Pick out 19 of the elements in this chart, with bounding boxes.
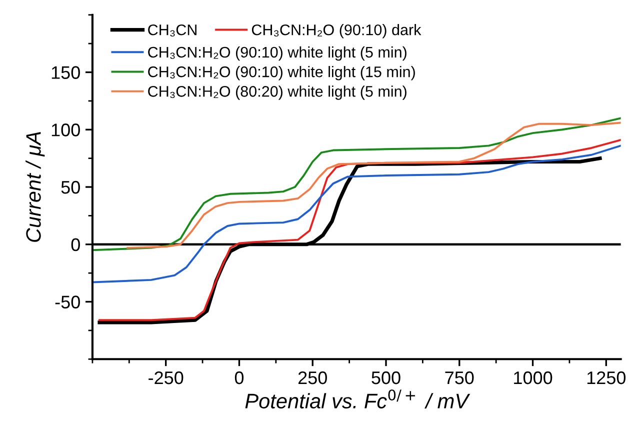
x-tick-label: 750	[445, 371, 474, 384]
legend-label: CH₃CN:H₂O (90:10) white light (5 min)	[148, 46, 406, 61]
y-tick-label: 150	[52, 66, 80, 79]
legend-label: CH₃CN:H₂O (80:20) white light (5 min)	[148, 86, 406, 100]
x-tick-label: 1250	[587, 371, 626, 384]
legend-label: CH₃CN	[148, 24, 196, 36]
x-axis-title: Potential vs. Fc$^{0/+}$ / mV	[245, 389, 470, 408]
y-tick-label: 100	[52, 124, 80, 136]
y-axis-title: Current / μA	[26, 132, 45, 242]
y-tick-label: 50	[61, 180, 80, 194]
x-tick-label: -250	[148, 371, 184, 384]
x-tick-label: 1000	[514, 371, 552, 384]
legend-label: CH₃CN:H₂O (90:10) dark	[252, 24, 422, 38]
y-tick-label: 0	[71, 238, 80, 252]
y-tick-label: -50	[55, 296, 80, 308]
x-tick-label: 250	[298, 371, 327, 384]
x-tick-label: 500	[372, 371, 400, 384]
x-tick-label: 0	[234, 371, 244, 384]
legend-label: CH₃CN:H₂O (90:10) white light (15 min)	[148, 66, 415, 80]
